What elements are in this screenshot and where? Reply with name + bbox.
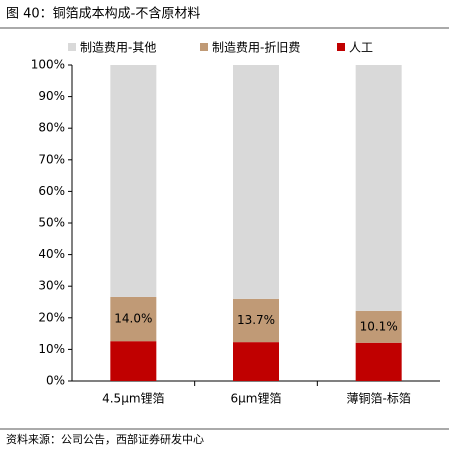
y-tick-label: 40% (38, 247, 65, 261)
y-tick-label: 20% (38, 310, 65, 324)
bar-segment (110, 341, 157, 381)
bar-segment (233, 65, 279, 299)
bar-segment (233, 298, 279, 343)
bar-segment (110, 65, 157, 297)
y-tick-label: 70% (38, 152, 65, 166)
y-tick-label: 30% (38, 279, 65, 293)
bar-segment (233, 342, 279, 381)
y-tick-label: 90% (38, 89, 65, 103)
legend-label: 制造费用-其他 (80, 41, 156, 55)
legend-label: 人工 (349, 41, 373, 55)
legend-label: 制造费用-折旧费 (212, 40, 300, 55)
legend-swatch (200, 43, 208, 51)
y-tick-label: 0% (46, 374, 65, 388)
y-tick-label: 10% (38, 342, 65, 356)
x-tick-label: 4.5μm锂箔 (102, 391, 164, 406)
value-label: 10.1% (360, 319, 398, 333)
x-tick-label: 6μm锂箔 (231, 391, 282, 406)
source-note: 资料来源：公司公告，西部证券研发中心 (6, 432, 204, 446)
legend-swatch (68, 43, 76, 51)
chart-title: 图 40：铜箔成本构成-不含原材料 (6, 6, 200, 22)
bar-segment (355, 310, 402, 343)
y-tick-label: 50% (38, 216, 65, 230)
x-tick-label: 薄铜箔-标箔 (346, 391, 410, 406)
y-tick-label: 60% (38, 184, 65, 198)
y-tick-label: 100% (31, 58, 65, 72)
value-label: 14.0% (114, 312, 152, 326)
bar-segment (110, 296, 157, 342)
legend-swatch (337, 43, 345, 51)
bar-segment (355, 65, 402, 311)
y-tick-label: 80% (38, 121, 65, 135)
bar-segment (355, 342, 402, 381)
value-label: 13.7% (237, 313, 275, 327)
